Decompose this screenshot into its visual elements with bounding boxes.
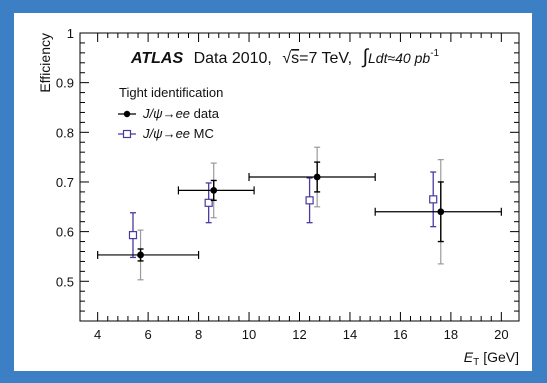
legend-data-label: J/ψ→ee data xyxy=(142,106,220,121)
efficiency-chart: 4 6 8 10 12 14 16 18 20 0.5 0.6 0.7 0.8 0.9 1 ATLAS Da… xyxy=(37,26,520,368)
data-marker xyxy=(137,251,144,259)
legend-mc-marker xyxy=(122,129,132,139)
mc-point xyxy=(305,177,314,224)
lumi-exponent: -1 xyxy=(430,48,439,59)
legend-data-marker xyxy=(123,110,131,118)
mc-point xyxy=(128,212,138,259)
x-tick-label: 18 xyxy=(444,327,458,342)
data-point xyxy=(248,146,376,208)
y-tick-label: 1 xyxy=(67,26,74,41)
y-tick-label: 0.9 xyxy=(56,76,74,91)
x-tick-label: 10 xyxy=(242,327,256,342)
data-point xyxy=(177,162,255,219)
mc-point xyxy=(429,171,438,228)
mc-point xyxy=(204,182,213,224)
energy-sqrt-s: s xyxy=(291,50,299,67)
x-tick-label: 4 xyxy=(94,327,101,342)
lumi-integral: ∫ xyxy=(362,46,370,68)
x-tick-label: 6 xyxy=(145,327,152,342)
experiment-label: ATLAS xyxy=(130,50,183,67)
data-point xyxy=(374,159,502,265)
plot-frame: 4 6 8 10 12 14 16 18 20 0.5 0.6 0.7 0.8 0.9 1 ATLAS Da… xyxy=(14,13,532,371)
svg-text:ATLAS Data 2010, √: ATLAS Data 2010, √s=7 TeV, ∫Ldt≈40 pb-1 xyxy=(130,46,440,68)
mc-marker xyxy=(204,198,213,207)
y-tick-label: 0.5 xyxy=(56,274,74,289)
header-text: Data 2010, xyxy=(194,50,272,67)
mc-marker xyxy=(305,196,314,205)
x-axis-title: ET [GeV] xyxy=(464,349,519,368)
energy-text: =7 TeV, xyxy=(299,50,352,67)
x-tick-label: 16 xyxy=(393,327,407,342)
y-tick-label: 0.7 xyxy=(56,175,74,190)
lumi-text: Ldt≈40 pb xyxy=(368,50,430,66)
data-point xyxy=(97,229,200,281)
x-tick-label: 20 xyxy=(494,327,508,342)
x-tick-label: 8 xyxy=(195,327,202,342)
mc-marker xyxy=(429,195,438,204)
mc-marker xyxy=(128,230,138,240)
legend-title: Tight identification xyxy=(119,85,223,100)
x-tick-label: 14 xyxy=(343,327,357,342)
x-tick-label: 12 xyxy=(292,327,306,342)
y-tick-label: 0.6 xyxy=(56,225,74,240)
sqrt-symbol: √ xyxy=(282,50,291,67)
legend-mc-label: J/ψ→ee MC xyxy=(142,126,214,141)
data-marker xyxy=(210,187,218,194)
data-marker xyxy=(437,208,445,216)
legend: Tight identification J/ψ→ee data J/ψ→ee … xyxy=(118,85,223,141)
y-axis-title: Efficiency xyxy=(37,33,53,93)
y-tick-label: 0.8 xyxy=(56,125,74,140)
data-marker xyxy=(313,173,321,181)
